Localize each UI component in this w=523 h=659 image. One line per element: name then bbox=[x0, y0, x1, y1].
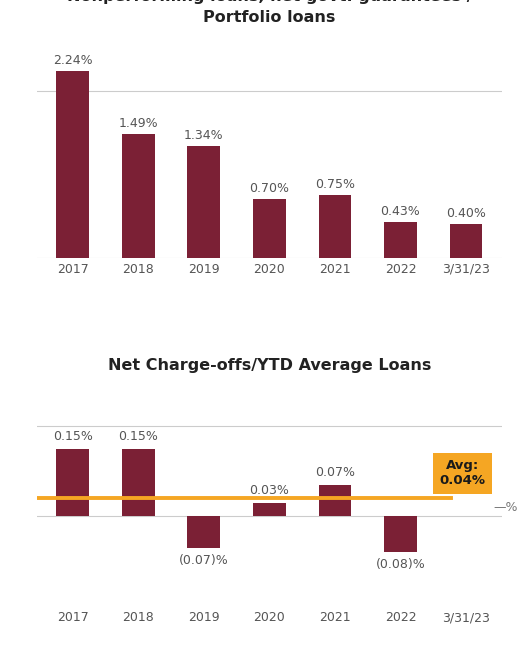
Bar bbox=[187, 517, 220, 548]
Bar bbox=[253, 200, 286, 258]
Text: 0.75%: 0.75% bbox=[315, 178, 355, 191]
Bar bbox=[319, 485, 351, 517]
Text: (0.07)%: (0.07)% bbox=[179, 554, 229, 567]
Bar bbox=[122, 134, 155, 258]
Text: 0.15%: 0.15% bbox=[53, 430, 93, 443]
Text: —%: —% bbox=[494, 501, 518, 513]
Text: Avg:
0.04%: Avg: 0.04% bbox=[440, 459, 486, 487]
Text: 1.49%: 1.49% bbox=[118, 117, 158, 130]
Title: Nonperforming loans, net govt. guarantees /
Portfolio loans: Nonperforming loans, net govt. guarantee… bbox=[66, 0, 472, 25]
Bar bbox=[384, 517, 417, 552]
Text: 0.15%: 0.15% bbox=[118, 430, 158, 443]
Text: 0.03%: 0.03% bbox=[249, 484, 289, 497]
Text: (0.08)%: (0.08)% bbox=[376, 558, 425, 571]
Text: 0.43%: 0.43% bbox=[381, 205, 420, 218]
Bar bbox=[450, 225, 482, 258]
Text: 2.24%: 2.24% bbox=[53, 54, 93, 67]
Bar bbox=[187, 146, 220, 258]
Bar bbox=[56, 449, 89, 517]
Text: 0.70%: 0.70% bbox=[249, 183, 289, 195]
Bar bbox=[122, 449, 155, 517]
Text: 0.07%: 0.07% bbox=[315, 466, 355, 479]
Bar bbox=[253, 503, 286, 517]
Text: 0.40%: 0.40% bbox=[446, 208, 486, 220]
Bar bbox=[319, 195, 351, 258]
Bar bbox=[384, 222, 417, 258]
Title: Net Charge-offs/YTD Average Loans: Net Charge-offs/YTD Average Loans bbox=[108, 358, 431, 374]
Bar bbox=[56, 71, 89, 258]
Text: 1.34%: 1.34% bbox=[184, 129, 224, 142]
